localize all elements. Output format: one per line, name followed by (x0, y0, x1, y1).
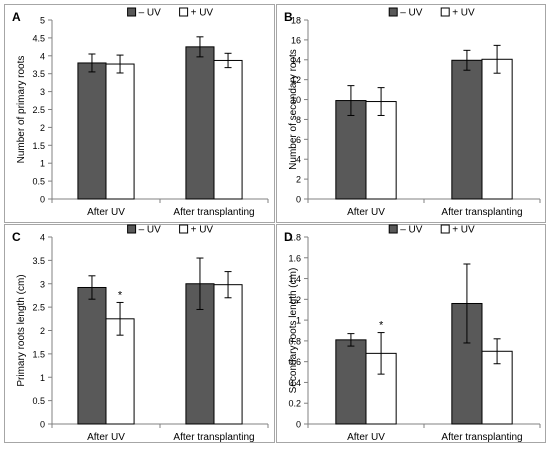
x-tick-label: After transplanting (173, 207, 254, 218)
y-tick-label: 1 (296, 316, 301, 326)
chart-panel-d: D 0 0.2 0.4 0.6 0.8 1 1.2 1.4 1.6 1.8 Secondary roo… (276, 224, 546, 443)
legend-label: + UV (191, 225, 214, 236)
significance-marker: * (118, 289, 123, 301)
y-axis-label: Secondary roots length (cm) (288, 268, 299, 394)
y-tick-label: 2 (296, 175, 301, 185)
y-tick-label: 0.6 (288, 357, 301, 367)
bar-plus-uv (365, 101, 397, 200)
legend-swatch-plus-uv (440, 7, 450, 17)
panel-label: C (12, 230, 21, 244)
legend-label: – UV (139, 8, 162, 19)
bar-minus-uv (185, 46, 215, 200)
y-tick-label: 0 (40, 195, 45, 205)
y-axis-label: Primary roots length (cm) (16, 274, 27, 386)
legend-swatch-plus-uv (440, 224, 450, 234)
legend-swatch-minus-uv (127, 224, 137, 234)
y-tick-label: 0.4 (288, 378, 301, 388)
legend-label: + UV (452, 8, 475, 19)
x-tick-label: After UV (347, 432, 385, 443)
y-tick-label: 18 (291, 16, 301, 26)
y-tick-label: 2.5 (32, 303, 45, 313)
y-tick-label: 0.5 (32, 396, 45, 406)
y-tick-label: 1.5 (32, 349, 45, 359)
legend-swatch-plus-uv (179, 7, 189, 17)
y-tick-label: 1.8 (288, 233, 301, 243)
y-tick-label: 0 (40, 420, 45, 430)
chart-panel-a: A 0 0.5 1 1.5 2 2.5 3 3.5 4 4.5 5 Number of primary … (4, 4, 275, 223)
y-tick-label: 1 (40, 373, 45, 383)
y-tick-label: 1.5 (32, 141, 45, 151)
y-tick-label: 3 (40, 279, 45, 289)
x-tick-label: After transplanting (173, 432, 254, 443)
y-tick-label: 3 (40, 87, 45, 97)
y-tick-label: 1.6 (288, 253, 301, 263)
bar-plus-uv (105, 318, 135, 425)
y-tick-label: 4 (296, 155, 301, 165)
x-tick-label: After transplanting (441, 432, 522, 443)
y-tick-label: 2.5 (32, 105, 45, 115)
panel-label: D (284, 230, 293, 244)
y-tick-label: 0.5 (32, 177, 45, 187)
y-tick-label: 4 (40, 51, 45, 61)
y-tick-label: 0 (296, 195, 301, 205)
y-tick-label: 3.5 (32, 256, 45, 266)
bar-minus-uv (335, 339, 367, 425)
legend-swatch-minus-uv (388, 224, 398, 234)
x-tick-label: After transplanting (441, 207, 522, 218)
bar-minus-uv (451, 59, 483, 200)
y-tick-label: 1.4 (288, 274, 301, 284)
y-tick-label: 0.8 (288, 336, 301, 346)
legend-label: – UV (400, 8, 423, 19)
bar-plus-uv (105, 63, 135, 200)
y-tick-label: 8 (296, 115, 301, 125)
legend-swatch-minus-uv (388, 7, 398, 17)
x-tick-label: After UV (87, 432, 125, 443)
significance-marker: * (379, 320, 384, 332)
y-tick-label: 0.2 (288, 399, 301, 409)
y-tick-label: 5 (40, 16, 45, 26)
legend-label: – UV (139, 225, 162, 236)
y-tick-label: 14 (291, 55, 301, 65)
y-tick-label: 2 (40, 123, 45, 133)
y-tick-label: 1 (40, 159, 45, 169)
bar-plus-uv (213, 284, 243, 425)
chart-panel-b: B 0 2 4 6 8 10 12 14 16 18 Number of secondary root… (276, 4, 546, 223)
x-tick-label: After UV (347, 207, 385, 218)
legend-label: + UV (191, 8, 214, 19)
y-tick-label: 2 (40, 326, 45, 336)
bar-plus-uv (213, 59, 243, 200)
bar-plus-uv (481, 58, 513, 200)
y-tick-label: 16 (291, 35, 301, 45)
legend-label: – UV (400, 225, 423, 236)
chart-panel-c: C 0 0.5 1 1.5 2 2.5 3 3.5 4 Primary roots length (… (4, 224, 275, 443)
legend-swatch-minus-uv (127, 7, 137, 17)
y-tick-label: 10 (291, 95, 301, 105)
x-tick-label: After UV (87, 207, 125, 218)
y-tick-label: 1.2 (288, 295, 301, 305)
panel-label: A (12, 10, 21, 24)
y-tick-label: 12 (291, 75, 301, 85)
bar-minus-uv (77, 62, 107, 200)
legend-label: + UV (452, 225, 475, 236)
y-tick-label: 3.5 (32, 69, 45, 79)
y-tick-label: 4 (40, 233, 45, 243)
y-tick-label: 0 (296, 420, 301, 430)
bar-minus-uv (77, 286, 107, 425)
panel-label: B (284, 10, 293, 24)
y-tick-label: 4.5 (32, 33, 45, 43)
legend-swatch-plus-uv (179, 224, 189, 234)
y-axis-label: Number of secondary roots (288, 49, 299, 170)
y-tick-label: 6 (296, 135, 301, 145)
y-axis-label: Number of primary roots (16, 56, 27, 164)
